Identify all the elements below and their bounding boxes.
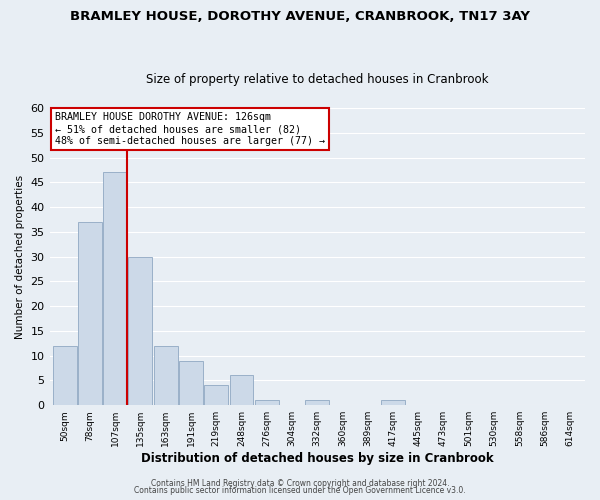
Bar (53, 346, 77, 405)
Bar (230, 376, 253, 405)
Text: Contains public sector information licensed under the Open Government Licence v3: Contains public sector information licen… (134, 486, 466, 495)
Bar (255, 400, 279, 405)
Bar (103, 172, 127, 405)
Bar (78, 222, 102, 405)
Text: BRAMLEY HOUSE, DOROTHY AVENUE, CRANBROOK, TN17 3AY: BRAMLEY HOUSE, DOROTHY AVENUE, CRANBROOK… (70, 10, 530, 23)
Title: Size of property relative to detached houses in Cranbrook: Size of property relative to detached ho… (146, 73, 488, 86)
Bar (179, 360, 203, 405)
Bar (204, 386, 228, 405)
Bar (305, 400, 329, 405)
Text: BRAMLEY HOUSE DOROTHY AVENUE: 126sqm
← 51% of detached houses are smaller (82)
4: BRAMLEY HOUSE DOROTHY AVENUE: 126sqm ← 5… (55, 112, 325, 146)
Bar (381, 400, 405, 405)
X-axis label: Distribution of detached houses by size in Cranbrook: Distribution of detached houses by size … (141, 452, 494, 465)
Bar (154, 346, 178, 405)
Text: Contains HM Land Registry data © Crown copyright and database right 2024.: Contains HM Land Registry data © Crown c… (151, 478, 449, 488)
Bar (128, 256, 152, 405)
Y-axis label: Number of detached properties: Number of detached properties (15, 174, 25, 338)
